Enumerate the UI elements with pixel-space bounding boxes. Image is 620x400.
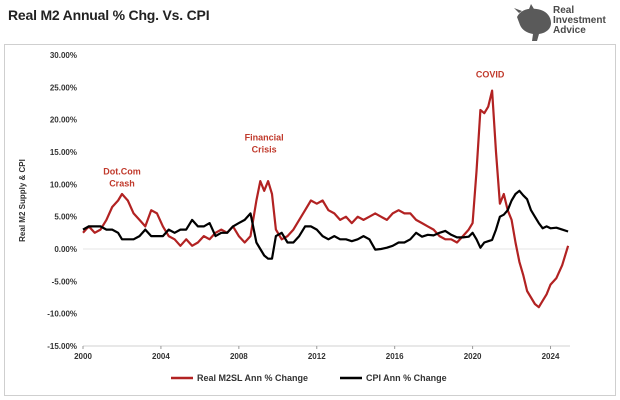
annotation-label: Crash: [109, 179, 135, 189]
x-tick-label: 2008: [230, 352, 248, 361]
y-tick-label: 5.00%: [54, 213, 77, 222]
legend-item-cpi-label: CPI Ann % Change: [366, 373, 447, 383]
x-tick-label: 2000: [74, 352, 92, 361]
x-tick-label: 2016: [386, 352, 404, 361]
y-tick-label: 10.00%: [50, 180, 77, 189]
y-tick-label: -10.00%: [47, 310, 77, 319]
y-axis-label: Real M2 Supply & CPI: [18, 159, 27, 242]
logo-line-1: Real: [553, 5, 575, 16]
logo-line-3: Advice: [553, 25, 586, 36]
logo-wordmark: Real Investment Advice: [553, 6, 606, 36]
x-tick-label: 2020: [464, 352, 482, 361]
y-tick-label: 30.00%: [50, 51, 77, 60]
y-tick-label: -15.00%: [47, 342, 77, 351]
line-chart: -15.00% -10.00% -5.00% 0.00% 5.00% 10.00% 15.0…: [18, 51, 570, 383]
y-tick-label: 0.00%: [54, 245, 77, 254]
annotation-label: Crisis: [252, 144, 277, 154]
x-tick-label: 2024: [542, 352, 560, 361]
logo-line-2: Investment: [553, 15, 606, 26]
y-tick-label: 25.00%: [50, 83, 77, 92]
bull-logo-icon: [514, 4, 551, 41]
series-line-real-m2: [82, 89, 570, 309]
y-tick-label: -5.00%: [52, 277, 77, 286]
series-line-cpi: [82, 189, 569, 260]
annotation-label: COVID: [476, 70, 505, 80]
y-tick-label: 15.00%: [50, 148, 77, 157]
chart-title: Real M2 Annual % Chg. Vs. CPI: [8, 7, 210, 23]
annotation-label: Dot.Com: [103, 167, 141, 177]
chart-frame: -15.00% -10.00% -5.00% 0.00% 5.00% 10.00% 15.0…: [4, 44, 616, 396]
x-tick-label: 2012: [308, 352, 326, 361]
x-tick-label: 2004: [152, 352, 170, 361]
y-tick-label: 20.00%: [50, 116, 77, 125]
annotation-label: Financial: [245, 132, 284, 142]
legend-item-real-m2-label: Real M2SL Ann % Change: [197, 373, 308, 383]
